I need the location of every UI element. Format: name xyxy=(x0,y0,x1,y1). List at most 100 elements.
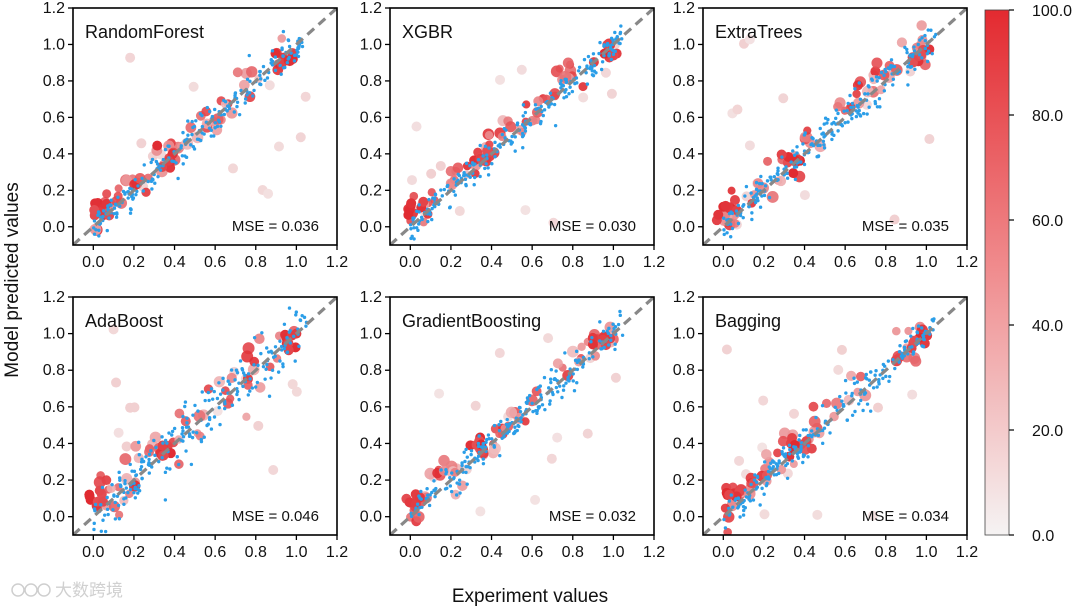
train-point xyxy=(801,453,806,457)
train-point xyxy=(613,342,617,346)
train-point xyxy=(462,450,466,454)
train-point xyxy=(278,63,282,68)
x-tick-label: 0.8 xyxy=(875,254,897,271)
train-point xyxy=(428,493,432,497)
train-point xyxy=(911,326,915,331)
test-point xyxy=(435,160,446,171)
train-point xyxy=(238,359,243,363)
train-point xyxy=(181,435,186,439)
train-point xyxy=(291,334,296,339)
train-point xyxy=(528,123,533,127)
train-point xyxy=(762,492,766,496)
panel-xgbr: 0.0 0.0 0.2 0.2 0.4 0.4 0.6 0.6 0.8 0.8 1.0 1.0 1.2 1… xyxy=(360,0,665,271)
train-point xyxy=(836,129,840,133)
train-point xyxy=(758,205,763,209)
train-point xyxy=(900,356,905,360)
plot-frame xyxy=(389,7,655,246)
y-tick-label: 0.8 xyxy=(43,73,65,90)
train-point xyxy=(233,91,237,96)
colorbar-tick-label: 20.0 xyxy=(1032,423,1063,440)
train-point xyxy=(243,101,247,105)
train-point xyxy=(563,351,567,355)
train-point xyxy=(734,209,739,213)
train-point xyxy=(763,184,768,188)
train-point xyxy=(465,482,469,486)
test-point xyxy=(484,130,494,140)
train-point xyxy=(852,376,856,380)
train-point xyxy=(618,41,622,46)
train-point xyxy=(881,376,885,381)
train-point xyxy=(273,354,277,358)
test-point xyxy=(522,100,531,109)
train-point xyxy=(513,149,517,153)
train-point xyxy=(828,431,832,435)
train-point xyxy=(105,228,109,233)
train-point xyxy=(618,309,622,314)
train-point xyxy=(722,232,726,237)
y-tick-label: 1.2 xyxy=(360,0,382,17)
y-tick-label: 1.0 xyxy=(43,326,65,343)
test-point xyxy=(778,93,789,104)
train-point xyxy=(101,518,105,522)
train-point xyxy=(730,226,735,231)
train-point xyxy=(210,397,215,401)
train-point xyxy=(190,119,194,124)
train-point xyxy=(241,371,246,375)
test-point xyxy=(808,401,819,412)
train-point xyxy=(613,30,617,35)
train-point xyxy=(417,512,421,517)
train-point xyxy=(191,413,195,417)
train-point xyxy=(923,46,928,51)
y-axis-label: Model predicted values xyxy=(2,182,23,377)
train-point xyxy=(253,385,258,389)
train-point xyxy=(287,330,292,334)
x-tick-label: 0.0 xyxy=(399,544,421,561)
x-tick-label: 1.2 xyxy=(326,544,348,561)
test-point xyxy=(552,358,563,369)
test-point xyxy=(546,453,557,464)
train-point xyxy=(260,331,264,335)
train-point xyxy=(750,217,754,222)
train-point xyxy=(227,106,232,111)
panel-randomforest: 0.0 0.0 0.2 0.2 0.4 0.4 0.6 0.6 0.8 0.8 1.0 1.0 1.2 1… xyxy=(43,0,348,271)
train-point xyxy=(99,529,104,533)
train-point xyxy=(213,126,217,130)
train-point xyxy=(141,189,145,193)
train-point xyxy=(163,470,168,475)
train-point xyxy=(729,235,733,239)
train-point xyxy=(454,493,459,497)
train-point xyxy=(124,486,129,490)
train-point xyxy=(116,503,121,508)
train-point xyxy=(217,381,221,385)
train-point xyxy=(725,231,729,235)
train-point xyxy=(874,369,878,373)
train-point xyxy=(212,134,216,138)
train-point xyxy=(751,498,756,502)
train-point xyxy=(790,459,794,463)
train-point xyxy=(738,213,743,218)
colorbar-tick-label: 40.0 xyxy=(1032,318,1063,335)
train-point xyxy=(590,69,594,73)
train-point xyxy=(128,207,133,211)
test-point xyxy=(277,34,287,43)
train-point xyxy=(147,471,151,475)
train-point xyxy=(905,47,909,52)
train-point xyxy=(820,441,825,446)
watermark-text: 大数跨境 xyxy=(55,581,123,601)
train-point xyxy=(464,447,468,452)
train-point xyxy=(865,112,869,116)
mse-label: MSE = 0.032 xyxy=(549,508,636,525)
y-tick-label: 0.2 xyxy=(360,472,382,489)
train-point xyxy=(270,63,275,67)
train-point xyxy=(172,426,177,431)
train-point xyxy=(913,67,917,71)
test-point xyxy=(567,345,579,358)
train-point xyxy=(749,191,753,195)
train-point xyxy=(252,335,257,340)
train-point xyxy=(884,374,888,379)
train-point xyxy=(412,216,416,220)
train-point xyxy=(149,449,153,453)
train-point xyxy=(207,417,212,422)
train-point xyxy=(799,447,803,451)
train-point xyxy=(252,88,256,93)
